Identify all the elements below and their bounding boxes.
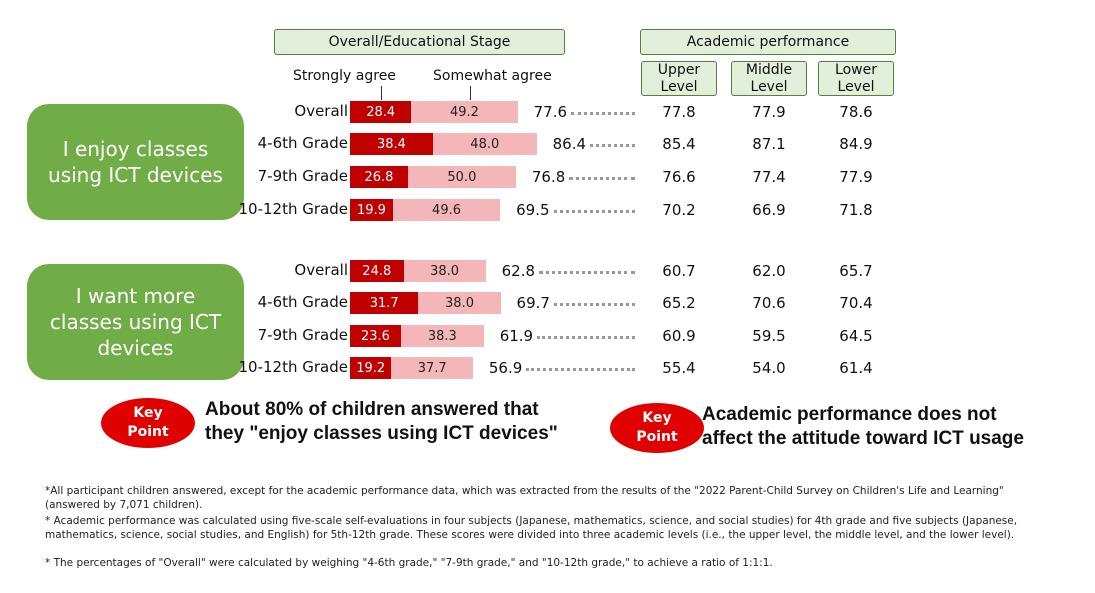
row-label: 4-6th Grade [257,293,348,311]
level-value: 65.2 [662,294,696,312]
level-value: 78.6 [839,103,873,121]
level-value: 54.0 [752,359,786,377]
level-value: 55.4 [662,359,696,377]
level-value: 76.6 [662,168,696,186]
level-value: 77.9 [752,103,786,121]
total: 61.9 [499,327,534,345]
bar-strongly: 19.9 [350,199,393,221]
level-value: 66.9 [752,201,786,219]
group-title: I want more classes using ICT devices [27,264,244,380]
level-value: 65.7 [839,262,873,280]
level-value: 70.2 [662,201,696,219]
leader [553,303,635,306]
level-value: 61.4 [839,359,873,377]
level-value: 60.9 [662,327,696,345]
row-label: 10-12th Grade [238,358,348,376]
level-value: 85.4 [662,135,696,153]
leader [537,336,635,339]
leader [553,210,635,213]
row-label: 4-6th Grade [257,134,348,152]
bar-somewhat: 48.0 [432,133,537,155]
level-value: 87.1 [752,135,786,153]
level-value: 70.4 [839,294,873,312]
level-value: 71.8 [839,201,873,219]
bar-strongly: 38.4 [350,133,433,155]
level-value: 64.5 [839,327,873,345]
leader [526,368,635,371]
key-text: About 80% of children answered that they… [205,399,558,444]
row-label: Overall [294,102,348,120]
level-header: Upper Level [641,61,717,96]
level-value: 59.5 [752,327,786,345]
footnote: * Academic performance was calculated us… [45,515,1018,541]
bar-strongly: 28.4 [350,101,412,123]
key-badge: Key Point [610,403,704,453]
level-value: 84.9 [839,135,873,153]
bar-somewhat: 38.3 [400,325,484,347]
footnote: * The percentages of "Overall" were calc… [45,557,773,569]
bar-somewhat: 38.0 [418,292,501,314]
bar-somewhat: 37.7 [391,357,473,379]
leader [539,271,635,274]
level-header: Middle Level [731,61,807,96]
level-value: 77.8 [662,103,696,121]
bar-strongly: 31.7 [350,292,419,314]
bar-strongly: 26.8 [350,166,408,188]
total: 77.6 [533,103,568,121]
key-badge: Key Point [101,398,195,448]
row-label: 7-9th Grade [257,167,348,185]
bar-somewhat: 38.0 [403,260,486,282]
legend-strongly: Strongly agree [293,68,396,84]
total: 69.5 [516,201,550,219]
row-label: 7-9th Grade [257,326,348,344]
total: 62.8 [501,262,536,280]
key-text: Academic performance does not affect the… [702,404,1024,449]
total: 69.7 [516,294,550,312]
row-label: Overall [294,261,348,279]
bar-strongly: 24.8 [350,260,404,282]
bar-strongly: 19.2 [350,357,392,379]
leader [569,177,635,180]
level-header: Lower Level [818,61,894,96]
level-value: 62.0 [752,262,786,280]
footnote: *All participant children answered, exce… [45,485,1004,511]
bar-somewhat: 49.6 [392,199,501,221]
bar-strongly: 23.6 [350,325,401,347]
level-value: 60.7 [662,262,696,280]
total: 76.8 [531,168,566,186]
bar-somewhat: 49.2 [411,101,518,123]
leader [571,112,635,115]
legend-tick [381,86,382,100]
academic-header: Academic performance [640,29,896,55]
row-label: 10-12th Grade [238,200,348,218]
stage-header: Overall/Educational Stage [274,29,565,55]
level-value: 77.4 [752,168,786,186]
level-value: 77.9 [839,168,873,186]
group-title: I enjoy classes using ICT devices [27,104,244,220]
legend-somewhat: Somewhat agree [433,68,552,84]
total: 86.4 [552,135,587,153]
leader [590,144,635,147]
total: 56.9 [488,359,523,377]
level-value: 70.6 [752,294,786,312]
legend-tick [470,86,471,100]
bar-somewhat: 50.0 [407,166,516,188]
